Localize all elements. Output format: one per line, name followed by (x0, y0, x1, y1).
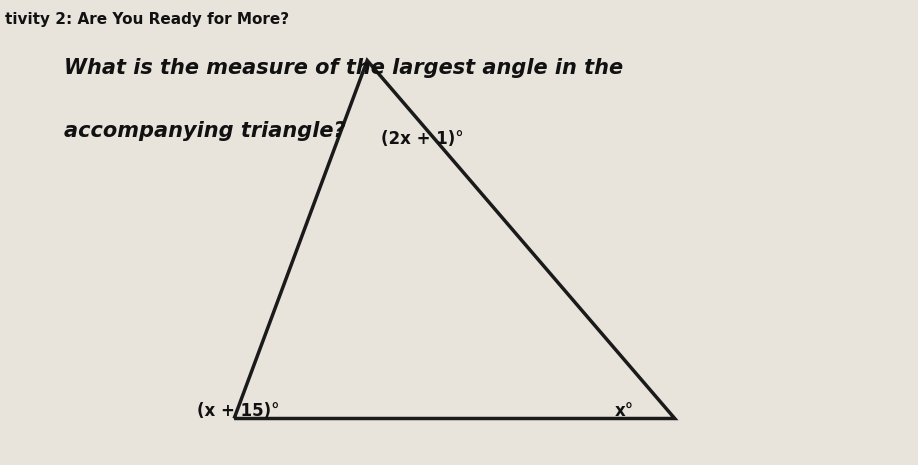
Text: (x + 15)°: (x + 15)° (197, 402, 280, 420)
Text: x°: x° (615, 402, 634, 420)
Text: What is the measure of the largest angle in the: What is the measure of the largest angle… (64, 58, 623, 78)
Text: (2x + 1)°: (2x + 1)° (381, 130, 464, 148)
Text: accompanying triangle?: accompanying triangle? (64, 121, 346, 141)
Text: tivity 2: Are You Ready for More?: tivity 2: Are You Ready for More? (5, 12, 289, 27)
